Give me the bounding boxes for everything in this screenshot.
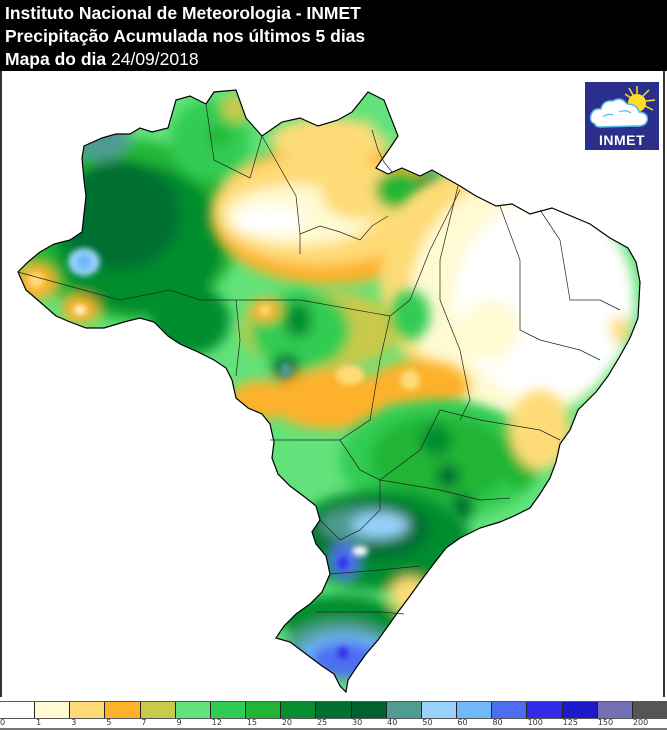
legend-tick-label: 200: [632, 718, 649, 727]
cloud-sun-icon: [589, 86, 656, 128]
legend-tick-label: 3: [71, 718, 77, 727]
legend-tick-label: 125: [562, 718, 578, 727]
map-header: Instituto Nacional de Meteorologia - INM…: [0, 0, 667, 71]
legend-bin: [246, 702, 282, 718]
legend-tick-label: 100: [527, 718, 543, 727]
legend-bin: [0, 702, 36, 718]
legend-tick-label: 25: [316, 718, 328, 727]
legend-bin: [105, 702, 141, 718]
legend-bin: [597, 702, 633, 718]
legend-tick-label: 12: [211, 718, 222, 727]
color-legend: 0 1 3 5 7 9 12 15 20 25 30 40 50 60 80 100 125 150 200: [0, 699, 667, 730]
legend-tick-labels: 0 1 3 5 7 9 12 15 20 25 30 40 50 60 80 100 125 150 200: [0, 718, 667, 730]
legend-bin: [562, 702, 598, 718]
legend-bin: [527, 702, 563, 718]
legend-bin: [351, 702, 387, 718]
legend-tick-label: 15: [246, 718, 257, 727]
precipitation-map: [17, 89, 641, 693]
map-subtitle: Precipitação Acumulada nos últimos 5 dia…: [5, 26, 366, 46]
legend-bin: [316, 702, 352, 718]
inmet-logo: INMET: [585, 82, 659, 150]
legend-bin: [140, 702, 176, 718]
logo-text: INMET: [598, 132, 646, 148]
legend-bin: [386, 702, 422, 718]
legend-bin: [457, 702, 493, 718]
legend-tick-label: 60: [457, 718, 468, 727]
legend-tick-label: 5: [106, 718, 112, 727]
legend-tick-label: 80: [492, 718, 503, 727]
map-date: 24/09/2018: [111, 49, 199, 69]
institute-title: Instituto Nacional de Meteorologia - INM…: [5, 3, 361, 23]
legend-tick-label: 150: [597, 718, 614, 727]
legend-tick-label: 9: [176, 718, 182, 727]
state-borders: [17, 103, 621, 615]
legend-tick-label: 7: [141, 718, 147, 727]
legend-bin: [632, 702, 667, 718]
map-date-line: Mapa do dia 24/09/2018: [5, 49, 199, 69]
legend-bin: [70, 702, 106, 718]
legend-bin: [175, 702, 211, 718]
legend-bin: [35, 702, 71, 718]
legend-tick-label: 40: [387, 718, 398, 727]
legend-tick-label: 1: [36, 718, 42, 727]
legend-bin: [281, 702, 317, 718]
legend-tick-label: 20: [281, 718, 293, 727]
legend-bin: [492, 702, 528, 718]
legend-tick-label: 30: [352, 718, 363, 727]
legend-tick-label: 0: [0, 718, 6, 727]
legend-bin: [210, 702, 247, 718]
precipitation-field: [18, 90, 640, 692]
legend-color-bar: [0, 701, 667, 719]
legend-bin: [421, 702, 458, 718]
legend-tick-label: 50: [422, 718, 433, 727]
date-label: Mapa do dia: [5, 49, 107, 69]
